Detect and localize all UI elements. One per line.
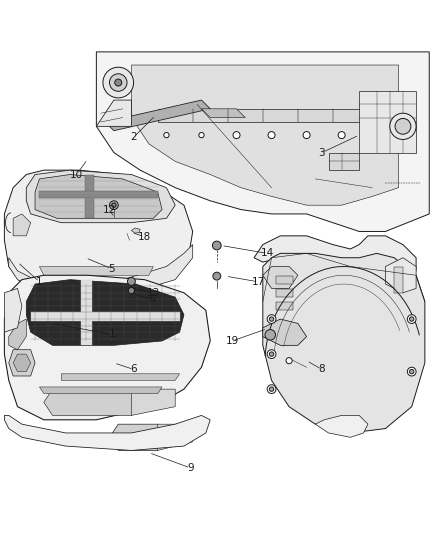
Polygon shape <box>9 319 26 350</box>
Polygon shape <box>276 276 293 284</box>
Text: 10: 10 <box>70 169 83 180</box>
Text: 12: 12 <box>103 205 116 215</box>
Polygon shape <box>263 319 307 345</box>
Circle shape <box>395 118 411 134</box>
Circle shape <box>269 317 274 321</box>
Circle shape <box>233 132 240 139</box>
Circle shape <box>103 67 134 98</box>
Circle shape <box>303 132 310 139</box>
Polygon shape <box>131 389 175 415</box>
Circle shape <box>410 369 414 374</box>
Polygon shape <box>158 424 193 450</box>
Polygon shape <box>328 152 359 170</box>
Polygon shape <box>9 245 193 293</box>
Polygon shape <box>39 387 162 393</box>
Polygon shape <box>385 258 416 293</box>
Circle shape <box>212 241 221 250</box>
Circle shape <box>115 79 122 86</box>
Polygon shape <box>61 374 180 381</box>
Circle shape <box>338 132 345 139</box>
Text: 6: 6 <box>148 294 155 304</box>
Polygon shape <box>263 266 298 288</box>
Circle shape <box>267 385 276 393</box>
Circle shape <box>269 352 274 356</box>
Polygon shape <box>31 312 180 321</box>
Polygon shape <box>131 65 399 205</box>
Text: 3: 3 <box>318 148 325 158</box>
Polygon shape <box>39 191 158 198</box>
Circle shape <box>286 358 292 364</box>
Polygon shape <box>201 109 245 118</box>
Polygon shape <box>85 174 94 219</box>
Circle shape <box>410 317 414 321</box>
Text: 19: 19 <box>226 336 239 346</box>
Circle shape <box>110 201 118 209</box>
Circle shape <box>407 314 416 324</box>
Polygon shape <box>394 266 403 293</box>
Polygon shape <box>96 52 429 231</box>
Circle shape <box>267 314 276 324</box>
Circle shape <box>407 367 416 376</box>
Circle shape <box>199 133 204 138</box>
Text: 1: 1 <box>108 329 115 340</box>
Circle shape <box>265 329 276 340</box>
Circle shape <box>390 113 416 140</box>
Text: 5: 5 <box>108 264 115 273</box>
Polygon shape <box>13 214 31 236</box>
Polygon shape <box>4 288 22 332</box>
Polygon shape <box>158 109 385 122</box>
Circle shape <box>164 133 169 138</box>
Text: 8: 8 <box>318 365 325 374</box>
Polygon shape <box>96 100 131 126</box>
Circle shape <box>267 350 276 359</box>
Polygon shape <box>4 275 210 420</box>
Polygon shape <box>254 236 416 275</box>
Circle shape <box>127 278 135 285</box>
Polygon shape <box>9 350 35 376</box>
Polygon shape <box>44 389 140 415</box>
Text: 14: 14 <box>261 248 274 259</box>
Polygon shape <box>26 280 184 345</box>
Circle shape <box>268 132 275 139</box>
Polygon shape <box>35 174 162 219</box>
Circle shape <box>112 203 116 207</box>
Text: 2: 2 <box>130 132 137 142</box>
Polygon shape <box>276 302 293 310</box>
Circle shape <box>213 272 221 280</box>
Text: 17: 17 <box>252 277 265 287</box>
Text: 1: 1 <box>36 277 43 287</box>
Circle shape <box>110 74 127 91</box>
Polygon shape <box>105 100 210 131</box>
Polygon shape <box>276 289 293 297</box>
Polygon shape <box>263 253 425 433</box>
Polygon shape <box>39 266 153 275</box>
Polygon shape <box>13 354 31 372</box>
Text: 9: 9 <box>187 463 194 473</box>
Circle shape <box>128 287 134 294</box>
Text: 18: 18 <box>138 232 151 242</box>
Text: 13: 13 <box>147 288 160 298</box>
Polygon shape <box>4 415 210 450</box>
Polygon shape <box>4 170 193 293</box>
Text: 6: 6 <box>130 365 137 374</box>
Polygon shape <box>315 415 368 437</box>
Circle shape <box>269 387 274 391</box>
Polygon shape <box>110 424 166 450</box>
Polygon shape <box>359 91 416 152</box>
Polygon shape <box>131 228 140 233</box>
Polygon shape <box>81 280 92 345</box>
Polygon shape <box>26 170 175 223</box>
